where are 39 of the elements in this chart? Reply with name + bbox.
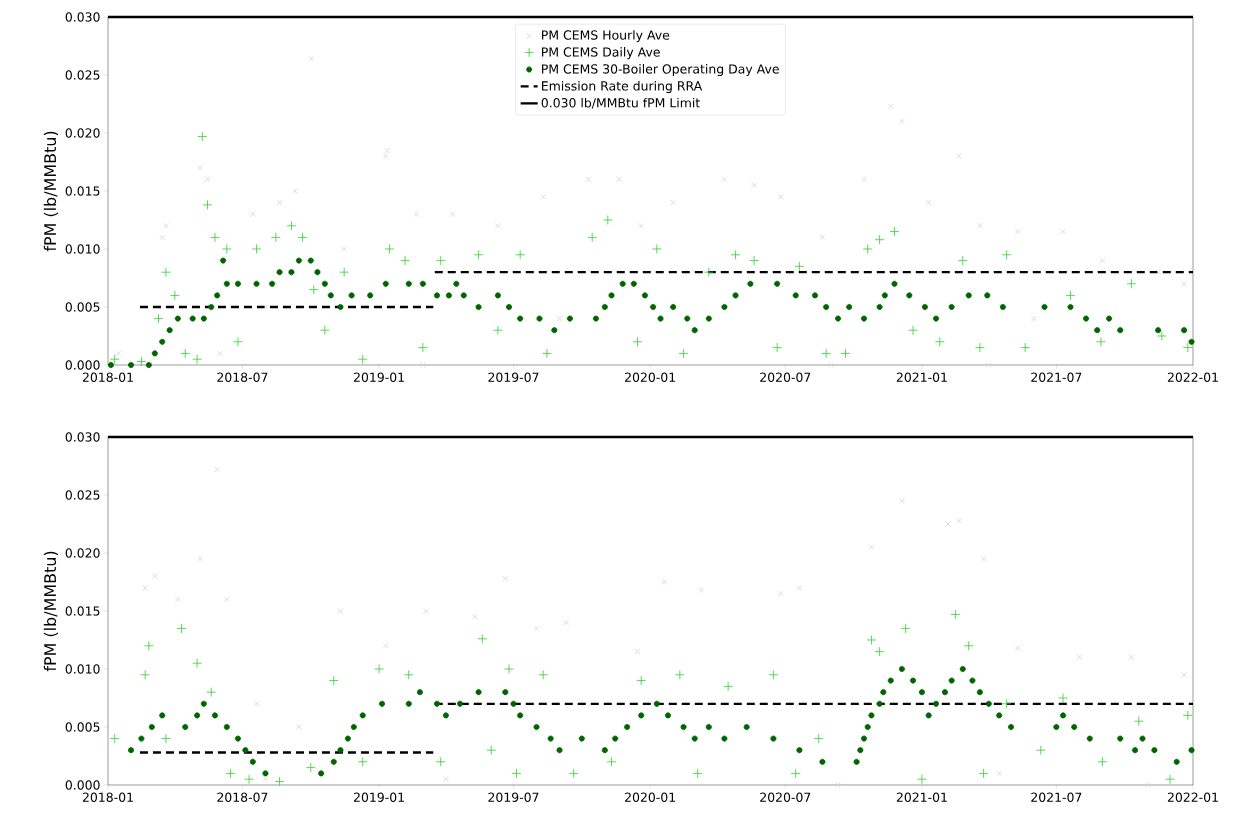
y-tick-label: 0.020 bbox=[65, 548, 100, 558]
y-tick-label: 0.030 bbox=[65, 12, 100, 22]
x-tick-label: 2022-01 bbox=[1167, 372, 1218, 382]
x-tick-label: 2018-01 bbox=[82, 372, 133, 382]
y-tick-label: 0.025 bbox=[65, 490, 100, 500]
x-tick-label: 2019-01 bbox=[353, 792, 404, 802]
x-tick-label: 2018-07 bbox=[217, 372, 268, 382]
y-axis-title: fPM (lb/MMBtu) bbox=[43, 131, 58, 252]
x-tick-label: 2022-01 bbox=[1167, 792, 1218, 802]
legend-label: 0.030 lb/MMBtu fPM Limit bbox=[541, 97, 700, 109]
y-tick-label: 0.015 bbox=[65, 186, 100, 196]
x-tick-label: 2019-07 bbox=[488, 372, 539, 382]
x-tick-label: 2021-07 bbox=[1031, 792, 1082, 802]
x-tick-label: 2018-01 bbox=[82, 792, 133, 802]
y-tick-label: 0.010 bbox=[65, 664, 100, 674]
y-tick-label: 0.015 bbox=[65, 606, 100, 616]
y-tick-label: 0.005 bbox=[65, 722, 100, 732]
x-tick-label: 2021-01 bbox=[896, 372, 947, 382]
x-tick-label: 2021-07 bbox=[1031, 372, 1082, 382]
y-tick-label: 0.005 bbox=[65, 302, 100, 312]
x-tick-label: 2020-01 bbox=[625, 792, 675, 802]
x-tick-label: 2018-07 bbox=[217, 792, 268, 802]
y-tick-label: 0.020 bbox=[65, 128, 100, 138]
x-tick-label: 2021-01 bbox=[896, 792, 947, 802]
y-tick-label: 0.000 bbox=[65, 360, 100, 370]
x-tick-label: 2019-07 bbox=[488, 792, 539, 802]
y-tick-label: 0.010 bbox=[65, 244, 100, 254]
legend-label: PM CEMS 30-Boiler Operating Day Ave bbox=[542, 64, 779, 77]
legend-label: PM CEMS Daily Ave bbox=[542, 47, 660, 60]
x-tick-label: 2019-01 bbox=[353, 372, 404, 382]
y-tick-label: 0.025 bbox=[65, 70, 100, 80]
y-axis-title: fPM (lb/MMBtu) bbox=[43, 551, 58, 672]
x-tick-label: 2020-01 bbox=[625, 372, 675, 382]
legend-label: Emission Rate during RRA bbox=[542, 80, 703, 94]
x-tick-label: 2020-07 bbox=[760, 372, 811, 382]
y-tick-label: 0.000 bbox=[65, 780, 100, 790]
y-tick-label: 0.030 bbox=[65, 432, 100, 442]
x-tick-label: 2020-07 bbox=[760, 792, 811, 802]
legend-label: PM CEMS Hourly Ave bbox=[542, 30, 670, 43]
